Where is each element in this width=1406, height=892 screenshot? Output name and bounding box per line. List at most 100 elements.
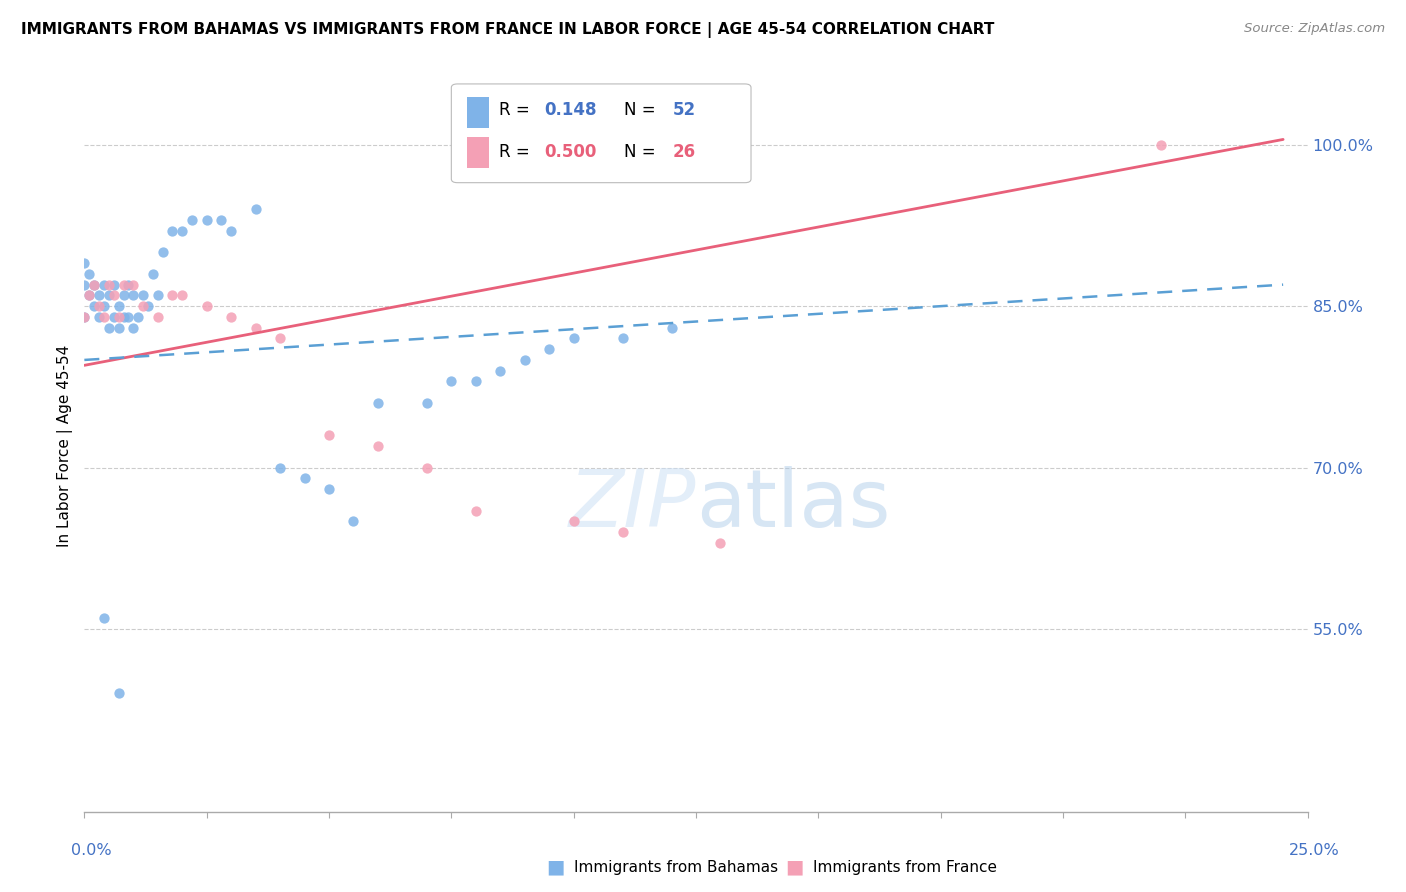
- Point: [562, 514, 585, 528]
- Point: [87, 288, 110, 302]
- Point: [219, 224, 242, 238]
- Point: [294, 471, 316, 485]
- Point: [87, 310, 110, 324]
- Point: [172, 224, 194, 238]
- Point: [93, 310, 115, 324]
- Text: ■: ■: [785, 857, 804, 877]
- Point: [136, 299, 159, 313]
- Point: [73, 310, 96, 324]
- Point: [489, 364, 512, 378]
- Point: [117, 277, 139, 292]
- Text: 0.148: 0.148: [544, 101, 596, 119]
- Point: [367, 396, 389, 410]
- Point: [73, 310, 96, 324]
- Text: ZIP: ZIP: [568, 466, 696, 543]
- Point: [152, 245, 174, 260]
- Point: [93, 277, 115, 292]
- Point: [107, 310, 129, 324]
- Text: atlas: atlas: [696, 466, 890, 543]
- Point: [93, 299, 115, 313]
- Point: [77, 288, 100, 302]
- Point: [269, 331, 291, 345]
- Point: [93, 611, 115, 625]
- Point: [245, 202, 267, 217]
- Point: [709, 536, 731, 550]
- FancyBboxPatch shape: [467, 137, 489, 168]
- FancyBboxPatch shape: [451, 84, 751, 183]
- Point: [1150, 137, 1173, 152]
- Point: [342, 514, 364, 528]
- Point: [103, 288, 125, 302]
- Y-axis label: In Labor Force | Age 45-54: In Labor Force | Age 45-54: [58, 345, 73, 547]
- Text: Source: ZipAtlas.com: Source: ZipAtlas.com: [1244, 22, 1385, 36]
- Point: [87, 299, 110, 313]
- Point: [195, 299, 218, 313]
- Point: [146, 288, 169, 302]
- Point: [269, 460, 291, 475]
- Point: [562, 331, 585, 345]
- FancyBboxPatch shape: [467, 97, 489, 128]
- Point: [112, 310, 135, 324]
- Point: [97, 320, 120, 334]
- Point: [77, 288, 100, 302]
- Point: [464, 375, 486, 389]
- Point: [464, 503, 486, 517]
- Text: Immigrants from France: Immigrants from France: [813, 860, 997, 874]
- Point: [83, 277, 105, 292]
- Point: [367, 439, 389, 453]
- Point: [73, 277, 96, 292]
- Point: [318, 482, 340, 496]
- Point: [117, 310, 139, 324]
- Point: [103, 277, 125, 292]
- Point: [416, 396, 439, 410]
- Point: [77, 267, 100, 281]
- Point: [103, 310, 125, 324]
- Text: 26: 26: [672, 143, 696, 161]
- Point: [83, 277, 105, 292]
- Point: [209, 213, 232, 227]
- Point: [127, 310, 149, 324]
- Text: R =: R =: [499, 143, 536, 161]
- Point: [162, 224, 184, 238]
- Point: [142, 267, 165, 281]
- Text: 52: 52: [672, 101, 696, 119]
- Text: ■: ■: [546, 857, 565, 877]
- Point: [538, 342, 561, 356]
- Point: [112, 277, 135, 292]
- Point: [318, 428, 340, 442]
- Point: [122, 277, 145, 292]
- Point: [97, 277, 120, 292]
- Point: [162, 288, 184, 302]
- Point: [107, 299, 129, 313]
- Point: [83, 299, 105, 313]
- Point: [112, 288, 135, 302]
- Point: [172, 288, 194, 302]
- Text: R =: R =: [499, 101, 536, 119]
- Point: [97, 288, 120, 302]
- Text: 0.0%: 0.0%: [72, 843, 111, 858]
- Point: [440, 375, 463, 389]
- Point: [132, 288, 155, 302]
- Point: [107, 320, 129, 334]
- Point: [416, 460, 439, 475]
- Point: [513, 353, 536, 368]
- Point: [122, 320, 145, 334]
- Text: IMMIGRANTS FROM BAHAMAS VS IMMIGRANTS FROM FRANCE IN LABOR FORCE | AGE 45-54 COR: IMMIGRANTS FROM BAHAMAS VS IMMIGRANTS FR…: [21, 22, 994, 38]
- Text: N =: N =: [624, 101, 661, 119]
- Point: [107, 686, 129, 700]
- Text: 25.0%: 25.0%: [1289, 843, 1340, 858]
- Point: [73, 256, 96, 270]
- Text: Immigrants from Bahamas: Immigrants from Bahamas: [574, 860, 778, 874]
- Point: [612, 331, 634, 345]
- Point: [219, 310, 242, 324]
- Point: [146, 310, 169, 324]
- Point: [245, 320, 267, 334]
- Text: 0.500: 0.500: [544, 143, 596, 161]
- Point: [195, 213, 218, 227]
- Point: [132, 299, 155, 313]
- Point: [122, 288, 145, 302]
- Point: [612, 524, 634, 539]
- Point: [181, 213, 204, 227]
- Text: N =: N =: [624, 143, 661, 161]
- Point: [661, 320, 683, 334]
